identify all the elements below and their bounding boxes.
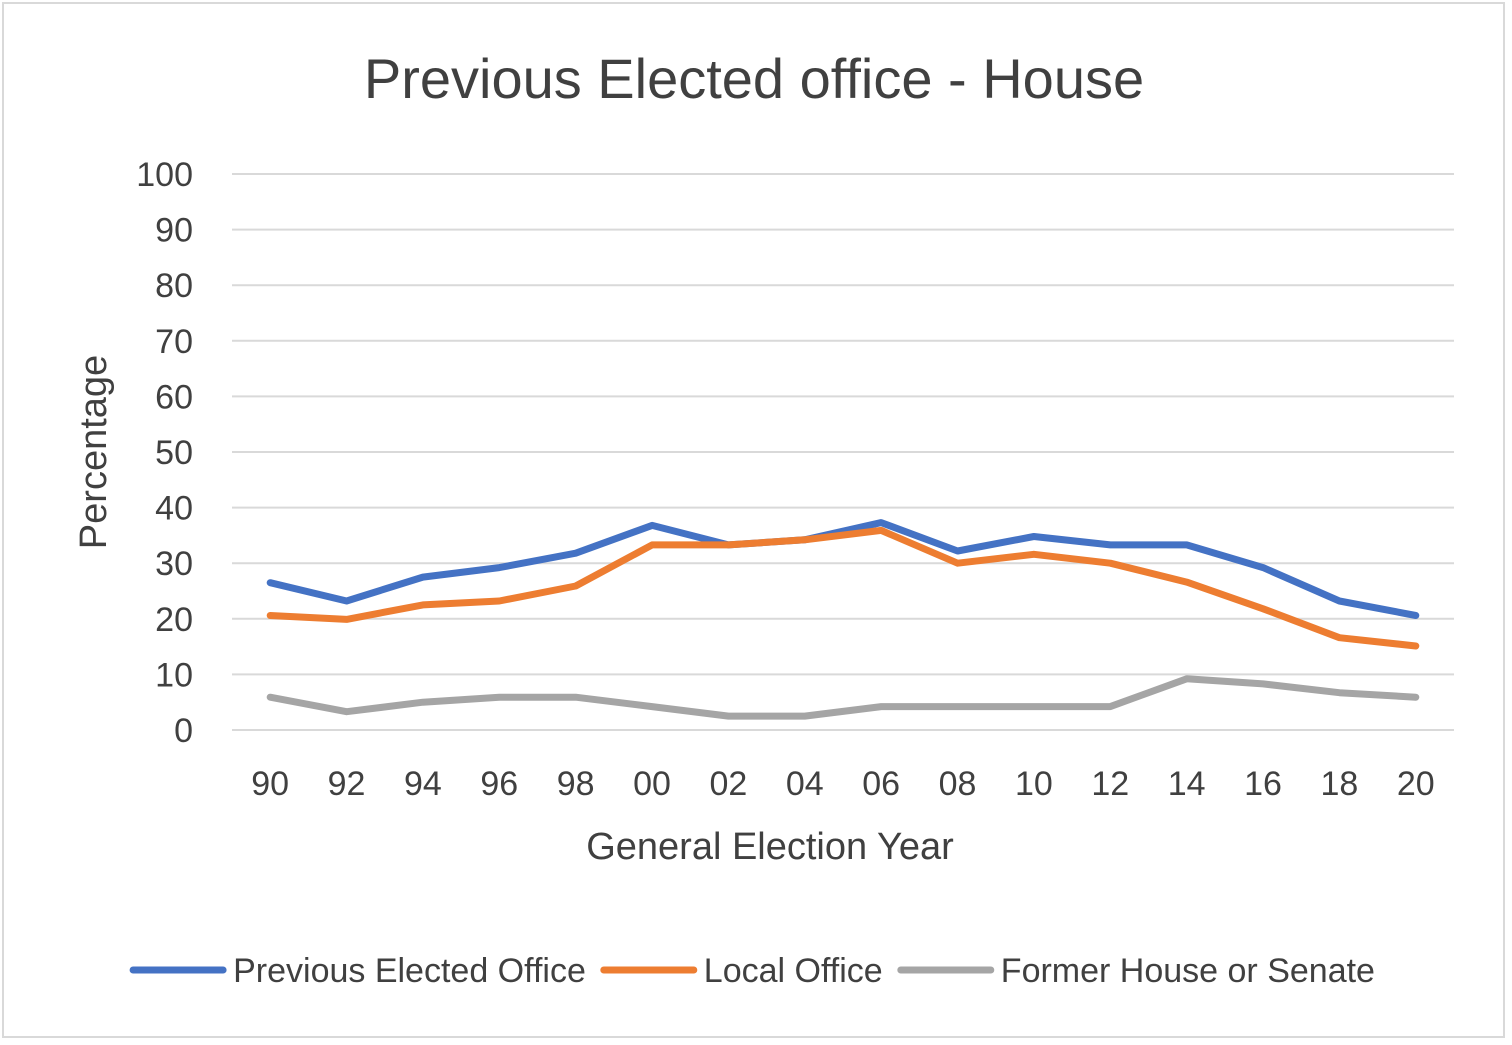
- legend-label: Former House or Senate: [1001, 952, 1375, 990]
- x-tick-label: 02: [710, 765, 748, 803]
- legend-item: Local Office: [600, 952, 883, 990]
- y-tick-label: 50: [155, 434, 193, 472]
- y-axis-title: Percentage: [73, 355, 115, 549]
- y-tick-label: 30: [155, 545, 193, 583]
- y-tick-label: 10: [155, 656, 193, 694]
- series-line-1: [266, 519, 1420, 619]
- x-tick-label: 92: [328, 765, 366, 803]
- y-tick-label: 40: [155, 490, 193, 528]
- x-tick-label: 00: [633, 765, 671, 803]
- x-tick-label: 06: [862, 765, 900, 803]
- legend-item: Former House or Senate: [897, 952, 1375, 990]
- legend: Previous Elected Office Local Office Forme…: [129, 952, 1375, 990]
- x-tick-label: 08: [939, 765, 977, 803]
- y-tick-label: 90: [155, 212, 193, 250]
- series-line-3: [266, 675, 1420, 720]
- y-tick-label: 100: [136, 156, 193, 194]
- x-tick-label: 98: [557, 765, 595, 803]
- x-tick-label: 90: [251, 765, 289, 803]
- x-tick-label: 14: [1168, 765, 1206, 803]
- y-tick-label: 60: [155, 378, 193, 416]
- series-line-2: [266, 526, 1420, 650]
- legend-label: Previous Elected Office: [233, 952, 586, 990]
- y-tick-label: 20: [155, 601, 193, 639]
- chart-title: Previous Elected office - House: [364, 47, 1144, 110]
- x-tick-label: 96: [480, 765, 518, 803]
- x-axis-title: General Election Year: [586, 826, 954, 868]
- x-tick-label: 18: [1321, 765, 1359, 803]
- y-tick-label: 80: [155, 267, 193, 305]
- x-tick-label: 04: [786, 765, 824, 803]
- y-tick-label: 0: [174, 712, 193, 750]
- series-lines: [266, 519, 1420, 720]
- x-tick-label: 16: [1244, 765, 1282, 803]
- x-axis-tick-labels: 90 92 94 96 98 00 02 04 06 08 10 12 14 16 18 20: [251, 765, 1434, 803]
- y-tick-label: 70: [155, 323, 193, 361]
- gridlines: [232, 173, 1454, 731]
- legend-item: Previous Elected Office: [129, 952, 586, 990]
- x-tick-label: 12: [1091, 765, 1129, 803]
- x-tick-label: 10: [1015, 765, 1053, 803]
- legend-label: Local Office: [704, 952, 883, 990]
- x-tick-label: 94: [404, 765, 442, 803]
- y-axis-tick-labels: 0 10 20 30 40 50 60 70 80 90 100: [136, 156, 193, 750]
- x-tick-label: 20: [1397, 765, 1435, 803]
